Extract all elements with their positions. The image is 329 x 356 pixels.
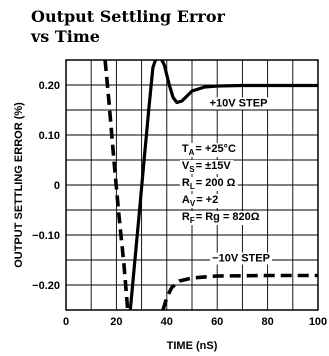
annotation-backing bbox=[179, 194, 221, 208]
series-minus-10v-step-1 bbox=[103, 60, 130, 310]
condition-line: RL= 200 Ω bbox=[182, 177, 236, 191]
x-axis-label: TIME (nS) bbox=[167, 340, 218, 352]
x-tick-label: 0 bbox=[63, 316, 69, 328]
y-tick-label: 0.10 bbox=[39, 130, 60, 142]
x-tick-label: 20 bbox=[110, 316, 122, 328]
y-tick-label: 0 bbox=[54, 180, 60, 192]
x-tick-label: 40 bbox=[161, 316, 173, 328]
condition-line: TA= +25°C bbox=[182, 143, 236, 157]
annotations: +10V STEP −10V STEP TA= +25°C VS= ±15V RL= 2… bbox=[179, 97, 272, 265]
x-tick-label: 100 bbox=[309, 316, 327, 328]
label-plus-10v-step: +10V STEP bbox=[210, 98, 268, 110]
condition-line: RF= Rg = 820Ω bbox=[182, 211, 260, 225]
chart-title: Output Settling Error vs Time bbox=[31, 7, 321, 47]
annotation-backing bbox=[207, 97, 270, 110]
x-tick-label: 80 bbox=[261, 316, 273, 328]
annotation-backing bbox=[179, 160, 234, 174]
y-tick-label: −0.10 bbox=[32, 230, 60, 242]
series-minus-10v-step-2 bbox=[161, 273, 318, 310]
x-tick-label: 60 bbox=[211, 316, 223, 328]
annotation-backing bbox=[179, 143, 238, 157]
y-axis-label: OUTPUT SETTLING ERROR (%) bbox=[13, 102, 25, 268]
chart-title-line-2: vs Time bbox=[31, 27, 100, 46]
series-plus-10v-step bbox=[128, 60, 318, 310]
chart-title-line-1: Output Settling Error bbox=[31, 7, 225, 26]
y-tick-label: 0.20 bbox=[39, 80, 60, 92]
label-minus-10v-step: −10V STEP bbox=[212, 253, 270, 265]
plot-frame bbox=[65, 59, 319, 311]
condition-line: VS= ±15V bbox=[182, 160, 231, 174]
y-tick-label: −0.20 bbox=[32, 280, 60, 292]
annotation-backing bbox=[179, 177, 238, 191]
annotation-backing bbox=[179, 211, 262, 225]
tick-labels: 0 20 40 60 80 100 0.20 0.10 0 −0.10 −0.20 bbox=[32, 80, 327, 328]
annotation-backing bbox=[210, 252, 272, 265]
condition-line: AV= +2 bbox=[182, 194, 218, 208]
series-group bbox=[103, 60, 318, 310]
